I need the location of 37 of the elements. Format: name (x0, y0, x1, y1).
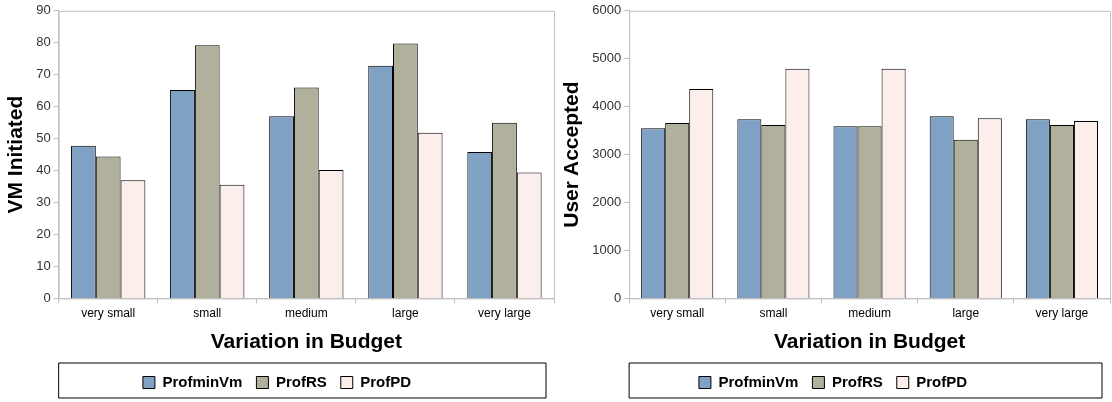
y-axis-title: User Accepted (559, 81, 583, 228)
y-tick-label: 0 (613, 289, 622, 305)
y-tick-label: 20 (36, 226, 51, 242)
x-tick-label: large (952, 305, 980, 320)
y-axis-title: VM Initiated (3, 95, 27, 214)
y-tick-label: 0 (43, 289, 51, 305)
legend-label: ProfPD (360, 372, 412, 390)
y-tick-label: 10 (36, 258, 51, 274)
y-tick-label: 70 (36, 66, 51, 82)
y-tick-label: 1000 (592, 242, 622, 258)
x-tick-label: medium (848, 305, 891, 320)
y-tick-label: 60 (36, 98, 51, 114)
y-tick-label: 40 (36, 162, 51, 178)
legend-label: ProfRS (831, 372, 883, 390)
x-tick-label: small (759, 305, 788, 320)
x-axis-title: Variation in Budget (210, 329, 403, 353)
y-tick-label: 30 (36, 194, 51, 210)
x-axis-title: Variation in Budget (773, 329, 966, 353)
x-tick-label: very small (650, 305, 705, 320)
y-tick-label: 90 (36, 2, 51, 18)
legend-label: ProfPD (916, 372, 968, 390)
y-tick-label: 6000 (592, 2, 622, 18)
y-tick-label: 50 (36, 130, 51, 146)
x-tick-label: small (193, 305, 222, 320)
y-tick-label: 3000 (592, 146, 622, 162)
x-tick-label: large (392, 305, 420, 320)
y-tick-label: 2000 (592, 194, 622, 210)
y-tick-label: 4000 (592, 98, 622, 114)
x-tick-label: medium (284, 305, 328, 320)
x-tick-label: very small (81, 305, 136, 320)
x-tick-label: very large (1035, 305, 1089, 320)
y-tick-label: 5000 (592, 50, 622, 66)
legend-label: ProfRS (275, 372, 327, 390)
x-tick-label: very large (478, 305, 532, 320)
legend-label: ProfminVm (162, 372, 243, 390)
legend-label: ProfminVm (718, 372, 799, 390)
y-tick-label: 80 (36, 34, 51, 50)
